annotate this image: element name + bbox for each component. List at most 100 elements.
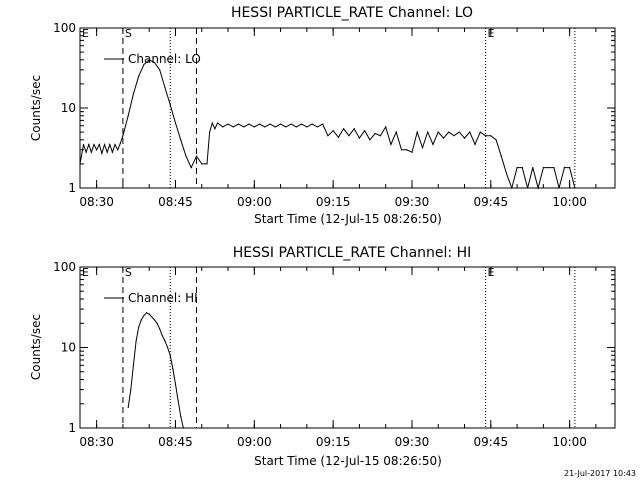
x-tick-label: 09:15: [316, 195, 351, 209]
x-tick-label: 09:00: [237, 435, 272, 449]
data-point: [374, 132, 376, 135]
data-point: [269, 123, 271, 125]
data-point: [495, 139, 497, 141]
data-point: [119, 142, 121, 145]
data-point: [453, 135, 455, 137]
data-point: [343, 128, 345, 130]
data-point: [379, 135, 382, 137]
data-point: [132, 93, 135, 95]
data-point: [306, 126, 308, 128]
data-point: [264, 126, 266, 128]
data-point: [505, 173, 508, 175]
data-point: [532, 166, 534, 169]
legend: Channel: HI: [104, 291, 198, 305]
data-point: [180, 415, 182, 417]
data-point: [82, 143, 85, 146]
data-point: [214, 128, 216, 130]
data-point: [232, 126, 234, 128]
data-point: [295, 126, 297, 128]
data-point: [322, 123, 324, 125]
data-point: [337, 136, 339, 138]
event-marker-label: S: [125, 266, 132, 279]
data-point: [153, 61, 156, 64]
data-point: [166, 346, 169, 349]
data-point: [574, 187, 576, 189]
data-point: [135, 340, 137, 342]
data-point: [458, 131, 460, 133]
data-point: [285, 126, 287, 128]
data-point: [400, 149, 403, 151]
legend: Channel: LO: [104, 52, 201, 66]
x-tick-label: 09:45: [474, 195, 509, 209]
data-point: [479, 131, 481, 133]
data-point: [98, 143, 100, 146]
x-tick-label: 10:00: [552, 435, 587, 449]
series-line: [79, 59, 576, 190]
data-point: [190, 166, 192, 169]
x-tick-label: 08:30: [79, 435, 114, 449]
data-point: [348, 135, 350, 137]
y-axis-label: Counts/sec: [29, 314, 43, 380]
chart-title: HESSI PARTICLE_RATE Channel: LO: [231, 5, 473, 21]
data-point: [117, 149, 119, 151]
data-point: [463, 137, 466, 139]
data-point: [274, 126, 276, 128]
data-point: [85, 151, 87, 153]
data-point: [201, 163, 203, 165]
data-point: [185, 155, 187, 157]
data-point: [258, 123, 261, 125]
data-point: [127, 115, 129, 117]
x-tick-label: 08:45: [158, 195, 193, 209]
x-tick-label: 09:30: [395, 435, 430, 449]
data-point: [511, 187, 513, 189]
data-point: [553, 166, 555, 169]
data-point: [301, 123, 303, 125]
data-point: [216, 122, 219, 124]
data-point: [211, 122, 213, 124]
data-point: [390, 143, 392, 146]
data-point: [140, 319, 142, 321]
footer-timestamp: 21-Jul-2017 10:43: [564, 469, 636, 478]
data-point: [537, 187, 539, 189]
data-point: [406, 149, 408, 151]
data-point: [227, 123, 229, 125]
data-point: [79, 163, 81, 165]
data-point: [161, 335, 163, 337]
data-point: [416, 131, 418, 133]
data-point: [177, 399, 179, 402]
data-point: [395, 131, 397, 133]
x-tick-label: 09:45: [474, 435, 509, 449]
data-point: [206, 163, 208, 165]
data-point: [174, 122, 177, 124]
y-tick-label: 10: [61, 101, 76, 115]
data-point: [421, 146, 424, 149]
event-marker-label: S: [125, 27, 132, 40]
data-point: [138, 326, 140, 328]
data-point: [558, 187, 560, 189]
event-marker-label: E: [488, 27, 495, 40]
data-series: [127, 312, 184, 429]
x-axis-label: Start Time (12-Jul-15 08:26:50): [254, 454, 442, 468]
data-point: [143, 314, 145, 317]
data-series: [79, 59, 576, 190]
x-tick-label: 10:00: [552, 195, 587, 209]
data-point: [243, 126, 245, 128]
data-point: [353, 128, 355, 130]
data-point: [358, 137, 361, 139]
data-point: [209, 131, 211, 133]
data-point: [364, 130, 366, 132]
x-axis-label: Start Time (12-Jul-15 08:26:50): [254, 212, 442, 226]
data-point: [279, 123, 282, 125]
data-point: [114, 143, 116, 146]
axis-ticks: 08:30 08:45 09:00 09:15 09:30 09:45 10:00 1 10 10…: [53, 21, 615, 209]
data-point: [521, 166, 523, 169]
x-tick-label: 09:00: [237, 195, 272, 209]
data-point: [316, 126, 318, 128]
data-point: [88, 143, 90, 146]
data-point: [411, 151, 413, 153]
data-point: [222, 126, 224, 128]
event-marker-label: E: [82, 266, 89, 279]
